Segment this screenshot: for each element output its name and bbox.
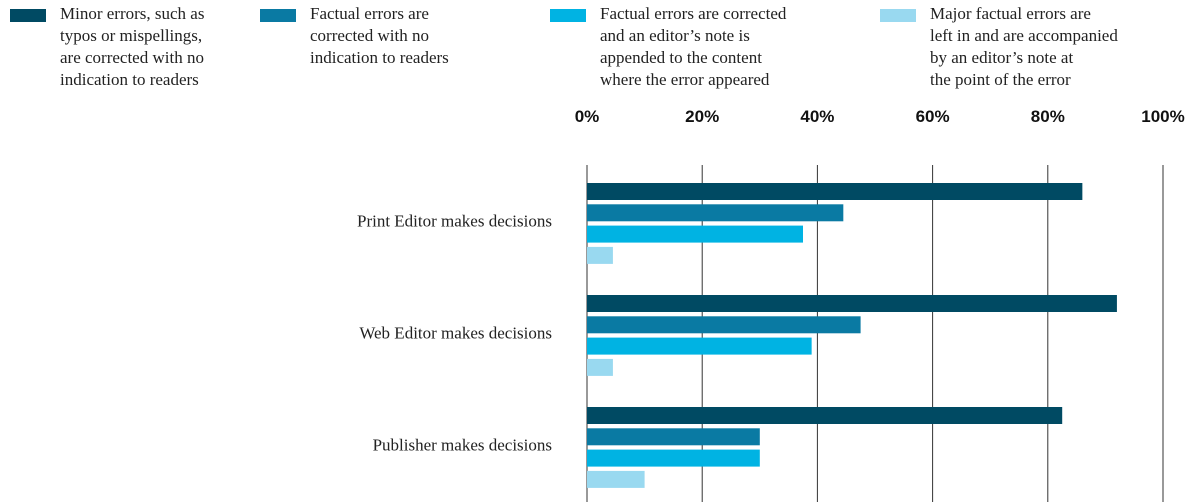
bar: [587, 316, 861, 334]
category-label: Print Editor makes decisions: [357, 212, 552, 231]
x-tick-label: 40%: [800, 107, 834, 126]
x-tick-label: 20%: [685, 107, 719, 126]
legend-label: Factual errors are corrected and an edit…: [600, 4, 787, 89]
legend-label: Factual errors are corrected with no ind…: [310, 4, 449, 67]
legend-label: Major factual errors are left in and are…: [930, 4, 1118, 89]
bar: [587, 183, 1083, 200]
category-label: Web Editor makes decisions: [359, 324, 552, 343]
legend-swatch: [260, 9, 296, 22]
legend: Minor errors, such as typos or mispellin…: [0, 0, 1195, 110]
category-label: Publisher makes decisions: [373, 436, 552, 455]
legend-label: Minor errors, such as typos or mispellin…: [60, 4, 205, 89]
bar: [587, 295, 1117, 312]
legend-swatch: [550, 9, 586, 22]
bar: [587, 358, 613, 376]
bar: [587, 470, 645, 488]
legend-swatch: [880, 9, 916, 22]
bar: [587, 428, 760, 446]
x-tick-label: 100%: [1141, 107, 1184, 126]
x-tick-label: 0%: [575, 107, 600, 126]
legend-swatch: [10, 9, 46, 22]
bar: [587, 449, 760, 467]
bar: [587, 407, 1063, 424]
bar: [587, 204, 844, 222]
bar: [587, 225, 803, 243]
bar: [587, 246, 613, 264]
bar: [587, 337, 812, 355]
x-tick-label: 80%: [1031, 107, 1065, 126]
x-tick-label: 60%: [916, 107, 950, 126]
